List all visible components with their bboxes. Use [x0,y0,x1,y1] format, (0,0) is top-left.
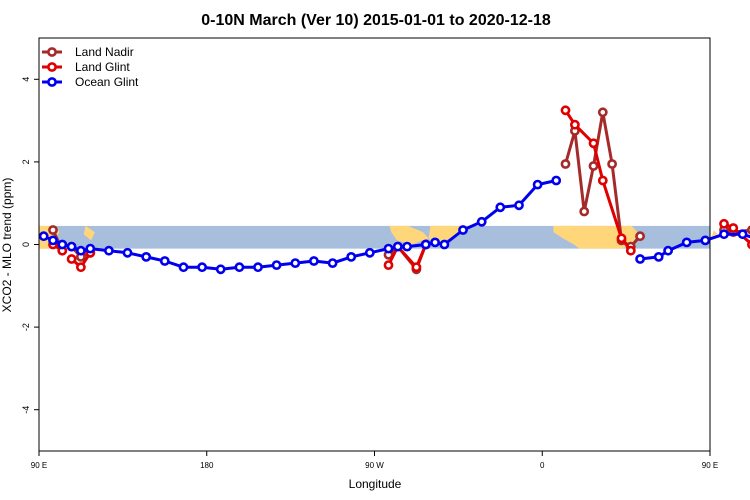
data-point [215,264,226,275]
data-point [104,245,114,256]
data-point [420,239,431,250]
land-central-america [389,225,429,245]
plot-area [38,105,750,275]
data-point [616,233,627,244]
data-point [383,260,394,270]
legend-swatch-marker [47,47,57,57]
y-tick-label: 0 [21,242,31,247]
legend-swatch-marker [47,62,57,72]
data-point [635,231,645,242]
data-point [271,260,282,270]
land-sri-lanka [711,230,718,237]
data-point [476,216,487,227]
data-point [197,262,207,273]
plot-frame [38,37,711,452]
data-point [66,254,77,264]
legend-label: Land Glint [75,60,130,74]
data-point [57,239,68,250]
x-tick-label: 180 [200,461,214,470]
data-point [346,251,357,262]
axes: 90 E 180 90 W 0 90 E -4 -2 0 2 4 [21,77,718,470]
y-tick-label: -4 [21,406,31,414]
land-africa [553,225,638,249]
data-point [597,107,608,118]
data-point [700,235,711,246]
data-point [411,262,422,273]
data-point [458,225,468,235]
ocean-band [39,225,710,249]
legend-swatch-marker [47,77,57,87]
data-point [85,243,96,254]
data-point [48,235,58,246]
land-borneo [83,225,95,241]
data-point [290,258,301,268]
data-point [737,229,748,240]
data-point [635,254,645,264]
data-point [588,161,599,171]
data-point [588,138,599,149]
data-point [607,159,617,169]
data-point [625,245,636,256]
legend-label: Ocean Glint [75,75,139,89]
data-point [579,206,590,217]
data-point [383,243,394,254]
data-point [719,229,729,240]
series-land-glint [48,105,750,273]
x-tick-label: 90 E [31,461,47,470]
data-point [719,218,729,229]
data-point [551,175,562,186]
data-point [38,231,49,242]
data-point [532,179,543,190]
data-point [681,237,692,248]
data-point [653,251,664,262]
data-point [570,119,580,130]
data-point [439,239,450,250]
data-point [253,262,263,273]
data-point [178,262,189,273]
data-point [430,237,440,248]
data-point [402,241,412,252]
x-tick-label: 0 [540,461,545,470]
legend-item: Land Glint [42,60,130,74]
background-map-band [39,225,737,249]
data-point [514,200,524,211]
data-point [560,159,571,169]
x-axis-label: Longitude [349,477,402,491]
data-point [597,175,608,186]
series-line [639,232,750,261]
x-tick-label: 90 W [365,461,384,470]
series-line [387,243,428,269]
x-tick-label: 90 E [702,461,718,470]
data-point [48,225,58,235]
data-point [495,202,506,213]
data-point [76,245,86,256]
legend-label: Land Nadir [75,45,134,59]
data-point [364,247,375,258]
data-point [234,262,245,273]
data-point [66,241,77,252]
data-point [159,256,170,266]
data-point [141,251,152,262]
data-point [392,241,403,252]
data-point [728,223,739,233]
data-point [327,258,338,268]
data-point [663,245,673,256]
y-tick-label: 4 [21,77,31,82]
data-point [308,256,319,266]
y-tick-label: -2 [21,323,31,331]
series-ocean-glint [38,175,750,275]
y-axis-label: XCO2 - MLO trend (ppm) [0,178,14,313]
data-point [560,105,571,116]
data-point [122,247,133,258]
legend-item: Ocean Glint [42,75,139,89]
chart-title: 0-10N March (Ver 10) 2015-01-01 to 2020-… [201,12,551,29]
legend-item: Land Nadir [42,45,134,59]
data-point [76,262,86,273]
y-tick-label: 2 [21,159,31,164]
